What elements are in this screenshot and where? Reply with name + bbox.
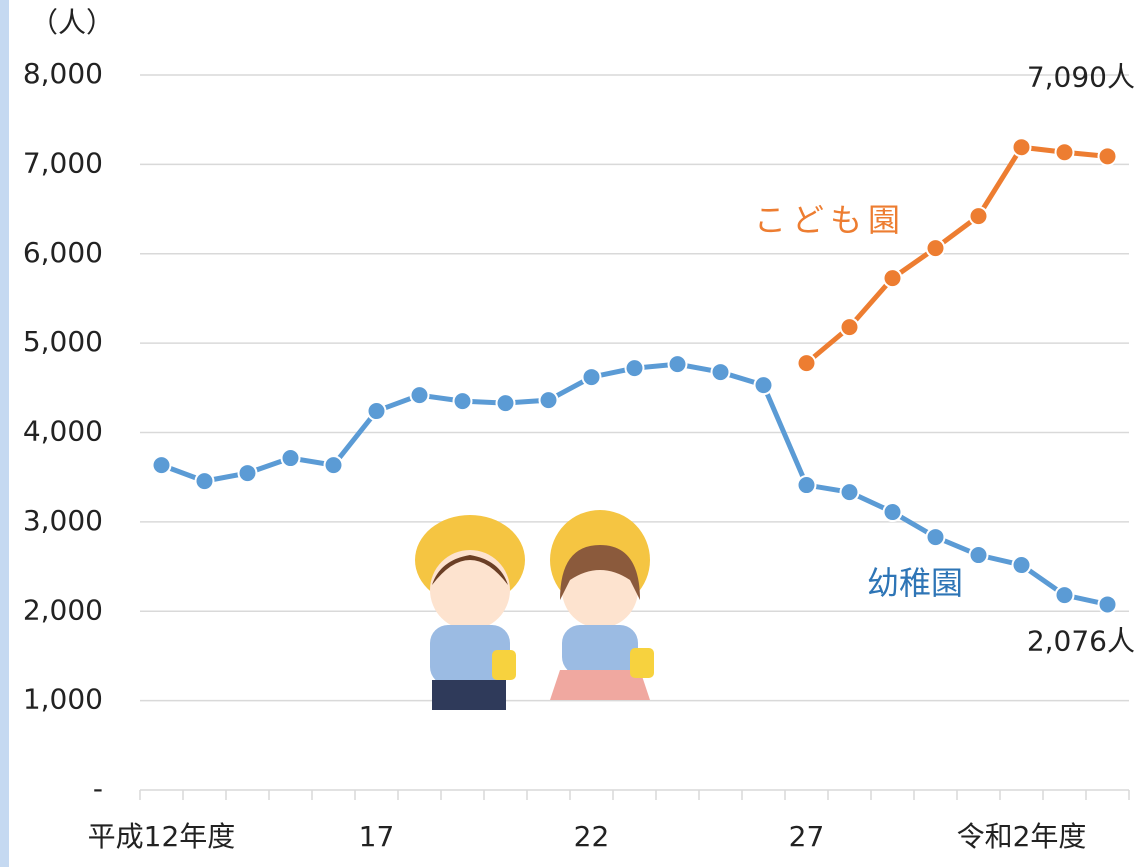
data-point — [409, 385, 430, 406]
data-point — [452, 391, 473, 412]
data-point — [796, 353, 817, 374]
data-point — [710, 362, 731, 383]
y-tick-label: 1,000 — [23, 683, 103, 716]
data-point — [925, 238, 946, 259]
data-point — [882, 268, 903, 289]
data-point — [280, 448, 301, 469]
y-tick-label: - — [93, 772, 103, 805]
data-point — [753, 375, 774, 396]
data-point — [882, 502, 903, 523]
data-point — [839, 482, 860, 503]
series-name: 幼稚園 — [867, 564, 963, 602]
x-tick-label: 17 — [359, 820, 395, 853]
x-tick-label: 平成12年度 — [88, 820, 236, 853]
data-point — [1011, 555, 1032, 576]
data-point — [1011, 137, 1032, 158]
y-tick-label: 5,000 — [23, 325, 103, 358]
data-point — [366, 401, 387, 422]
series-name: こども園 — [754, 201, 906, 239]
data-point — [624, 358, 645, 379]
x-tick-label: 22 — [574, 820, 610, 853]
data-point — [667, 354, 688, 375]
data-point — [1097, 146, 1118, 167]
illustration — [415, 510, 654, 710]
data-point — [968, 545, 989, 566]
y-tick-label: 3,000 — [23, 504, 103, 537]
data-point — [151, 455, 172, 476]
data-point — [1097, 594, 1118, 615]
data-point — [323, 455, 344, 476]
data-label: 2,076人 — [1027, 624, 1135, 657]
x-tick-label: 令和2年度 — [957, 820, 1087, 853]
x-tick-label: 27 — [789, 820, 825, 853]
data-point — [968, 206, 989, 227]
data-point — [1054, 585, 1075, 606]
data-point — [194, 471, 215, 492]
data-point — [237, 463, 258, 484]
side-strip — [0, 0, 9, 867]
data-point — [495, 393, 516, 414]
data-point — [796, 475, 817, 496]
y-tick-label: 6,000 — [23, 236, 103, 269]
y-tick-label: 7,000 — [23, 146, 103, 179]
y-axis-label: （人） — [30, 6, 114, 39]
data-point — [839, 317, 860, 338]
y-tick-label: 8,000 — [23, 57, 103, 90]
data-label: 7,090人 — [1027, 60, 1135, 93]
data-point — [581, 367, 602, 388]
data-point — [538, 390, 559, 411]
y-tick-label: 4,000 — [23, 415, 103, 448]
data-point — [1054, 142, 1075, 163]
y-tick-label: 2,000 — [23, 593, 103, 626]
data-point — [925, 527, 946, 548]
